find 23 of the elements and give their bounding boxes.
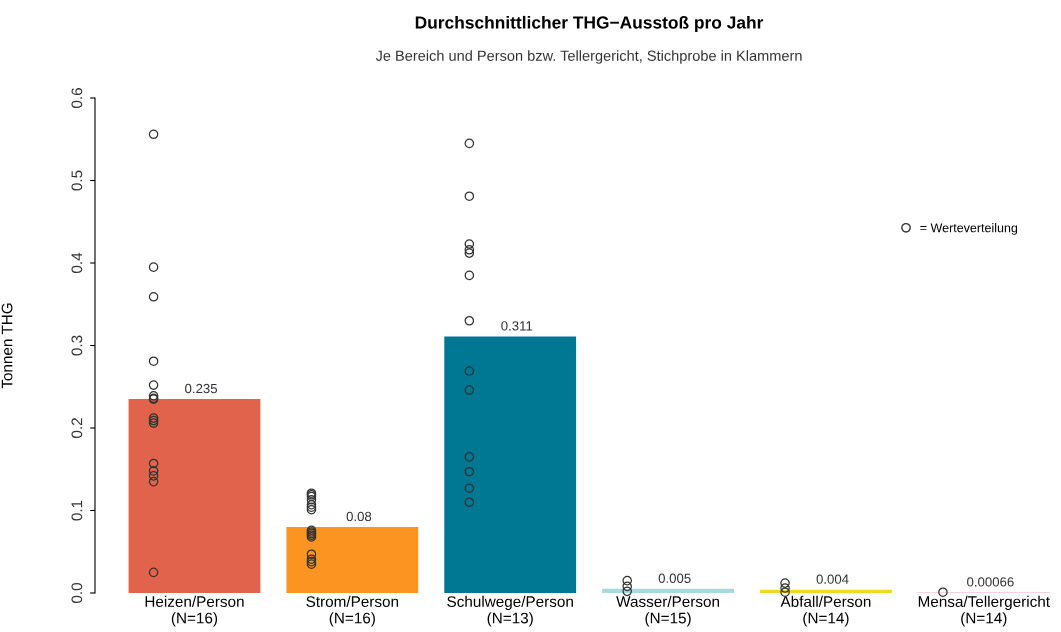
y-tick-label: 0.0 — [71, 582, 83, 604]
y-tick-label: 0.4 — [71, 252, 83, 274]
data-label: 0.235 — [185, 383, 218, 394]
y-tick-label: 0.3 — [71, 335, 83, 356]
data-label: 0.004 — [816, 574, 849, 584]
legend-label: = Werteverteilung — [920, 223, 1018, 235]
x-tick-label: Heizen/Person (N=16) — [145, 595, 244, 627]
x-tick-label: Abfall/Person (N=14) — [780, 595, 871, 627]
y-tick-label: 0.5 — [71, 170, 83, 191]
data-label: 0.311 — [501, 321, 533, 331]
y-tick-label: 0.1 — [71, 500, 83, 521]
x-tick-label: Mensa/Tellergericht (N=14) — [918, 595, 1050, 627]
data-label: 0.00066 — [967, 577, 1014, 587]
x-tick-label: Wasser/Person (N=15) — [616, 595, 719, 627]
chart-title: Durchschnittlicher THG−Ausstoß pro Jahr — [415, 15, 764, 33]
y-axis-title: Tonnen THG — [1, 303, 13, 389]
data-label: 0.08 — [346, 511, 372, 522]
data-label: 0.005 — [658, 573, 691, 583]
x-tick-label: Schulwege/Person (N=13) — [447, 595, 573, 627]
y-tick-label: 0.2 — [71, 418, 83, 439]
chart-subtitle: Je Bereich und Person bzw. Tellergericht, Stichprobe in Klammern — [375, 50, 802, 64]
y-tick-label: 0.6 — [71, 88, 83, 109]
x-tick-label: Strom/Person (N=16) — [306, 595, 399, 627]
